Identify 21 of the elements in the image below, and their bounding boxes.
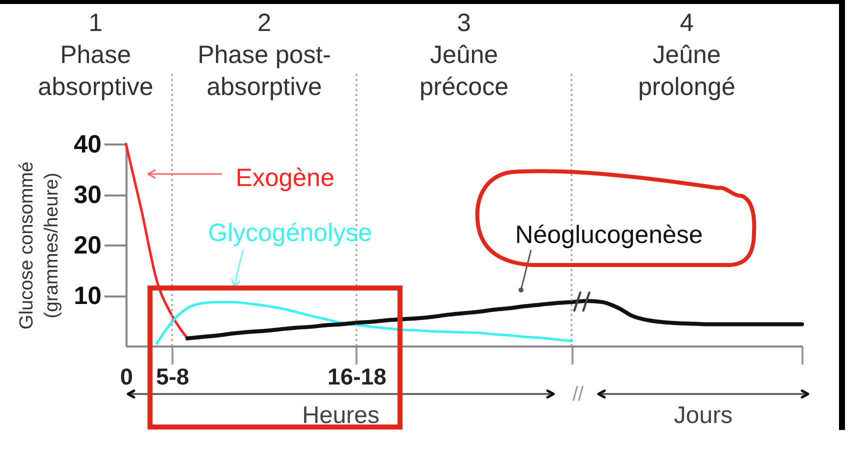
line-series [185,299,804,340]
text: Jours [674,402,733,429]
text: Exogène [236,164,334,192]
x-tick-label: 16-18 [328,364,387,390]
text: Glycogénolyse [208,219,372,247]
text: Néoglucogenèse [515,221,703,249]
text: 2 Phase post- absorptive [198,9,331,101]
text: 4 Jeûne prolongé [638,9,736,101]
text: 1 Phase absorptive [38,9,154,101]
y-tick-label: 40 [74,130,102,158]
line-series [155,300,573,345]
y-tick-label: 10 [74,282,102,310]
text: Heures [302,402,380,429]
x-tick-label: 5-8 [156,364,190,390]
line-series [124,142,189,340]
y-axis-title: Glucose consommé (grammes/heure) [16,162,62,330]
x-tick-label: // [572,384,584,406]
text: 3 Jeûne précoce [420,9,508,101]
x-tick-label: 0 [120,364,133,390]
y-tick-label: 30 [74,181,102,209]
y-tick-label: 20 [74,232,102,260]
